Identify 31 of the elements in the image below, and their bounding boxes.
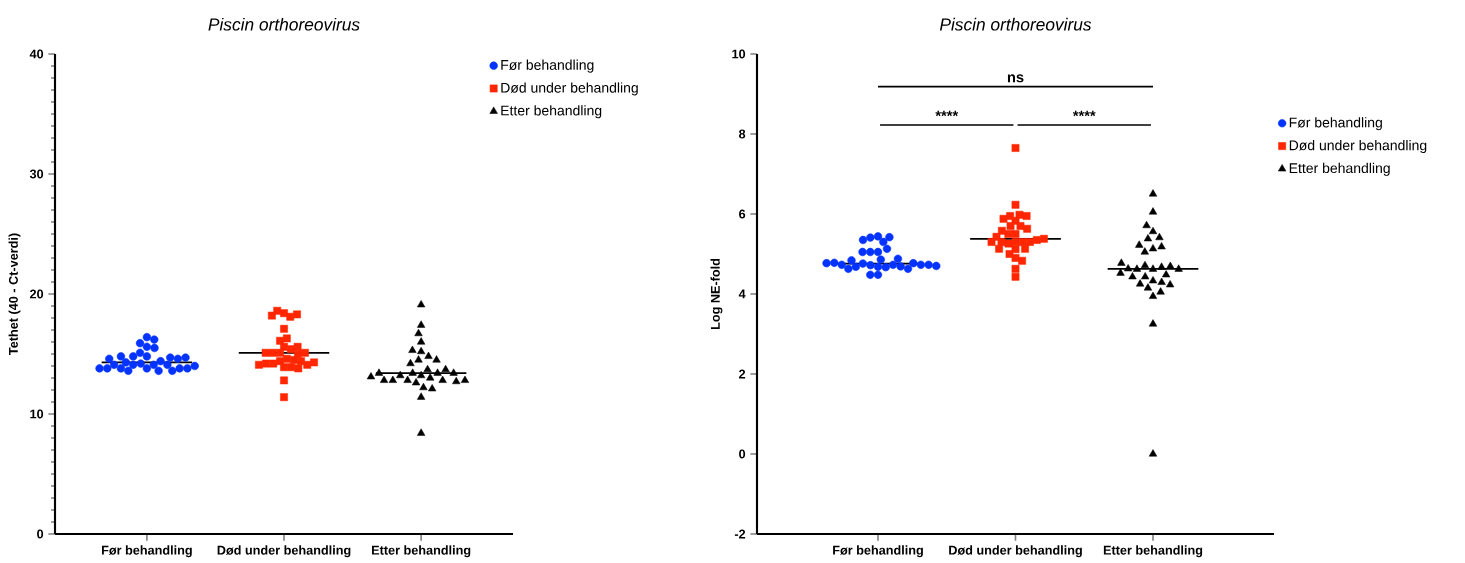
x-tick-label: Død under behandling xyxy=(949,545,1082,558)
y-tick-label: 4 xyxy=(738,289,746,299)
y-tick-label: 8 xyxy=(738,129,746,139)
legend-label: Før behandling xyxy=(501,59,594,73)
legend-label: Død under behandling xyxy=(501,82,638,96)
chart-title: Piscin orthoreovirus xyxy=(208,17,360,31)
y-tick-label: 0 xyxy=(37,529,44,539)
annotation: ns xyxy=(1007,74,1024,83)
y-tick-label: -2 xyxy=(734,529,746,539)
legend-label: Før behandling xyxy=(1289,117,1382,131)
y-tick-label: 0 xyxy=(739,449,746,459)
y-tick-label: 20 xyxy=(29,289,44,299)
y-tick-label: 10 xyxy=(30,409,44,419)
legend-label: Etter behandling xyxy=(1289,162,1390,176)
y-tick-label: 40 xyxy=(29,49,44,59)
y-axis-title: Tethet (40 - Ct-verdi) xyxy=(8,233,21,355)
x-tick-label: Før behandling xyxy=(833,545,923,558)
y-tick-label: 2 xyxy=(739,369,746,379)
y-tick-label: 10 xyxy=(732,49,746,59)
x-tick-label: Før behandling xyxy=(102,545,192,558)
x-tick-label: Død under behandling xyxy=(217,545,351,558)
chart-title: Piscin orthoreovirus xyxy=(939,17,1092,31)
y-tick-label: 6 xyxy=(739,209,746,219)
annotation: **** xyxy=(1072,110,1096,117)
y-axis-title: Log NE-fold xyxy=(710,258,723,330)
x-tick-label: Etter behandling xyxy=(372,545,471,558)
y-tick-label: 30 xyxy=(29,169,44,179)
x-tick-label: Etter behandling xyxy=(1103,545,1203,558)
annotation: **** xyxy=(935,110,959,117)
legend-label: Død under behandling xyxy=(1289,140,1427,154)
legend-label: Etter behandling xyxy=(501,105,602,119)
